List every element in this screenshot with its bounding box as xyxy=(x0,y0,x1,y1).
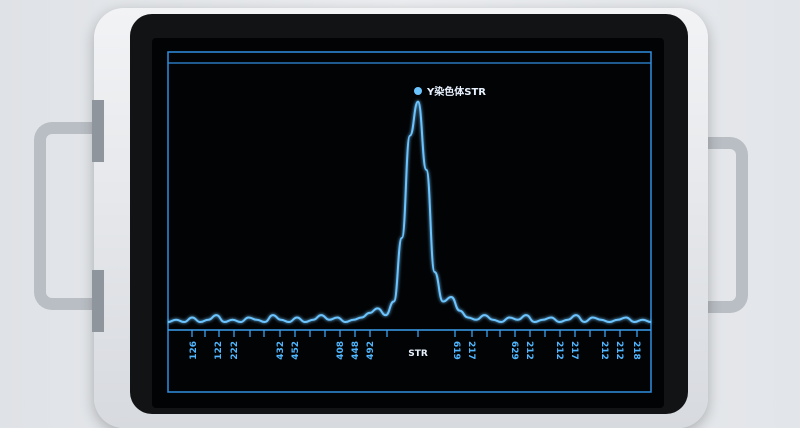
x-tick-label: 218 xyxy=(631,341,641,360)
x-tick-label: 212 xyxy=(554,341,564,360)
x-tick-label: 452 xyxy=(291,341,301,360)
x-tick-label: 217 xyxy=(569,341,579,360)
x-tick-label: 126 xyxy=(189,341,199,360)
x-tick-label: 629 xyxy=(509,341,519,360)
x-tick-label: 212 xyxy=(614,341,624,360)
chromatogram-chart: Y染色体STR 126 122 222 432 452 408 448 492 STR 619 21… xyxy=(167,51,652,393)
left-mount xyxy=(92,100,104,162)
peak-marker xyxy=(414,87,422,95)
x-tick-label: 432 xyxy=(276,341,286,360)
x-tick-label: 212 xyxy=(524,341,534,360)
x-tick-label: 619 xyxy=(451,341,461,360)
x-tick-label: 492 xyxy=(366,341,376,360)
x-tick-label: 217 xyxy=(466,341,476,360)
x-tick-label: 408 xyxy=(336,341,346,360)
x-tick-label: 222 xyxy=(230,341,240,360)
x-tick-label: 448 xyxy=(351,341,361,360)
plot-frame xyxy=(167,51,652,393)
signal-trace xyxy=(167,100,652,324)
x-tick-label: 122 xyxy=(214,341,224,360)
peak-label: Y染色体STR xyxy=(426,85,486,98)
monitor-screen xyxy=(152,38,664,408)
x-tick-label: STR xyxy=(408,349,428,359)
x-tick-label: 212 xyxy=(599,341,609,360)
left-mount-lower xyxy=(92,270,104,332)
